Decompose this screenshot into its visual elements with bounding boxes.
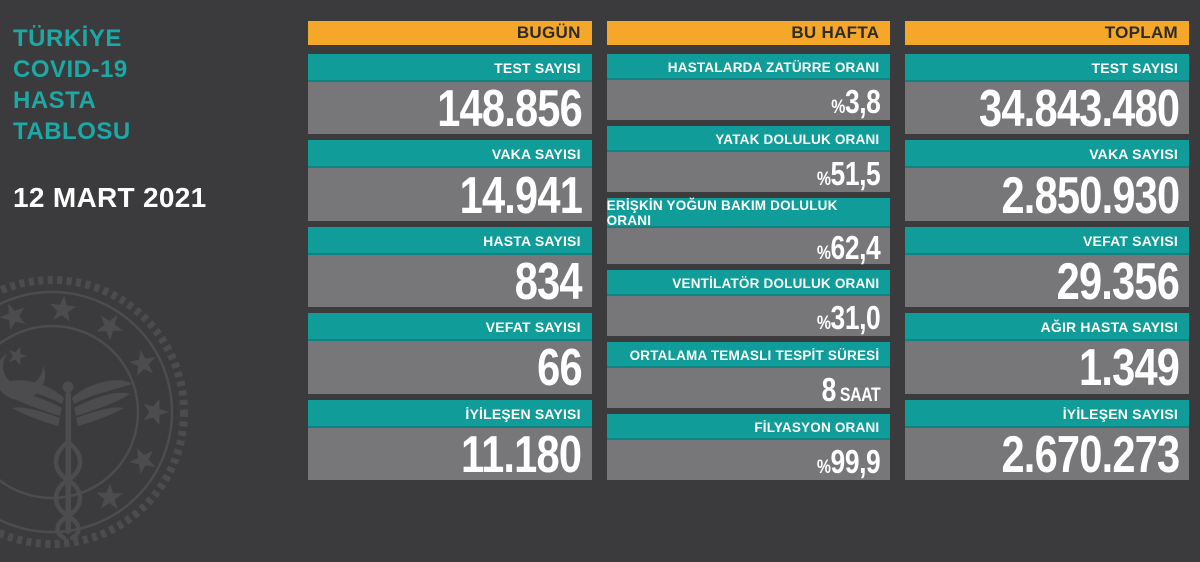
stat-value: %31,0 <box>606 296 891 336</box>
stat-row: VAKA SAYISI 2.850.930 <box>905 140 1190 225</box>
stats-column-3: TOPLAM TEST SAYISI 34.843.480 VAKA SAYIS… <box>905 21 1190 484</box>
stats-columns: BUGÜN TEST SAYISI 148.856 VAKA SAYISI 14… <box>308 21 1190 484</box>
stat-value: 66 <box>308 339 592 398</box>
stat-label: FİLYASYON ORANI <box>606 414 891 440</box>
stat-value-text: 11.180 <box>461 425 583 484</box>
page-title-line: TABLOSU <box>13 118 131 145</box>
stat-label: VENTİLATÖR DOLULUK ORANI <box>606 270 891 296</box>
column-rows: TEST SAYISI 34.843.480 VAKA SAYISI 2.850… <box>905 54 1190 484</box>
stat-row: ERİŞKİN YOĞUN BAKIM DOLULUK ORANI %62,4 <box>606 198 891 266</box>
covid-dashboard: { "page_title": "TÜRKİYE COVID-19 HASTA … <box>0 21 1190 548</box>
stat-label: VEFAT SAYISI <box>905 226 1190 255</box>
column-header: BUGÜN <box>308 21 592 45</box>
stat-label: HASTALARDA ZATÜRRE ORANI <box>606 54 891 80</box>
page-title-line: HASTA <box>13 87 97 114</box>
stat-label: VAKA SAYISI <box>308 140 592 169</box>
stat-label: AĞIR HASTA SAYISI <box>905 313 1190 342</box>
stat-label: VAKA SAYISI <box>905 140 1190 169</box>
stat-label: YATAK DOLULUK ORANI <box>606 126 891 152</box>
stat-row: TEST SAYISI 148.856 <box>308 54 592 139</box>
stat-value: 834 <box>308 253 592 312</box>
stat-row: HASTA SAYISI 834 <box>308 226 592 312</box>
stat-row: VEFAT SAYISI 29.356 <box>905 226 1190 312</box>
stat-value-text: %31,0 <box>816 298 881 336</box>
stat-row: FİLYASYON ORANI %99,9 <box>606 414 891 480</box>
stat-label: İYİLEŞEN SAYISI <box>308 399 592 428</box>
stat-value-text: 29.356 <box>1056 253 1180 312</box>
stat-label: İYİLEŞEN SAYISI <box>905 399 1190 428</box>
stat-label: TEST SAYISI <box>905 54 1190 82</box>
stat-value: %51,5 <box>606 152 891 192</box>
stat-row: VAKA SAYISI 14.941 <box>308 140 592 225</box>
stat-value: 2.850.930 <box>905 166 1190 225</box>
stat-value-text: 148.856 <box>436 80 583 139</box>
stat-value: 8 SAAT <box>606 368 891 408</box>
stat-row: İYİLEŞEN SAYISI 2.670.273 <box>905 399 1190 484</box>
stat-value-text: %3,8 <box>831 82 881 120</box>
stat-value: 14.941 <box>308 166 592 225</box>
stat-value-text: 34.843.480 <box>978 80 1180 139</box>
stat-value: 148.856 <box>308 80 592 139</box>
stat-value-text: 66 <box>536 339 582 398</box>
stat-row: VEFAT SAYISI 66 <box>308 313 592 398</box>
column-header-label: BU HAFTA <box>791 23 880 42</box>
column-header-label: TOPLAM <box>1104 23 1179 42</box>
stat-row: HASTALARDA ZATÜRRE ORANI %3,8 <box>606 54 891 120</box>
stat-row: ORTALAMA TEMASLI TESPİT SÜRESİ 8 SAAT <box>606 342 891 408</box>
report-date: 12 MART 2021 <box>13 182 207 213</box>
column-rows: HASTALARDA ZATÜRRE ORANI %3,8 YATAK DOLU… <box>606 54 891 480</box>
stats-column-2: BU HAFTA HASTALARDA ZATÜRRE ORANI %3,8 Y… <box>606 21 891 480</box>
stat-label: HASTA SAYISI <box>308 226 592 255</box>
column-header: BU HAFTA <box>606 21 891 45</box>
column-rows: TEST SAYISI 148.856 VAKA SAYISI 14.941 H… <box>308 54 592 484</box>
stat-value: 29.356 <box>905 253 1190 312</box>
page-title: TÜRKİYE COVID-19 HASTA TABLOSU <box>13 23 131 147</box>
column-header: TOPLAM <box>905 21 1190 45</box>
stat-value-text: 2.850.930 <box>1001 166 1180 225</box>
stat-value: %62,4 <box>606 228 891 266</box>
stat-value: %3,8 <box>606 80 891 120</box>
stat-value-text: 8 SAAT <box>821 370 881 408</box>
stat-label: ORTALAMA TEMASLI TESPİT SÜRESİ <box>606 342 891 368</box>
column-header-label: BUGÜN <box>516 23 581 42</box>
stat-value: %99,9 <box>606 440 891 480</box>
stat-label: ERİŞKİN YOĞUN BAKIM DOLULUK ORANI <box>606 198 891 228</box>
stat-label: VEFAT SAYISI <box>308 313 592 342</box>
stat-value-text: %51,5 <box>816 154 881 192</box>
stat-row: İYİLEŞEN SAYISI 11.180 <box>308 399 592 484</box>
stat-value-text: 2.670.273 <box>1001 425 1180 484</box>
stat-value: 11.180 <box>308 425 592 484</box>
stat-value-text: %62,4 <box>816 228 881 266</box>
stat-value: 2.670.273 <box>905 425 1190 484</box>
stat-label: TEST SAYISI <box>308 54 592 82</box>
stat-row: YATAK DOLULUK ORANI %51,5 <box>606 126 891 192</box>
stats-column-1: BUGÜN TEST SAYISI 148.856 VAKA SAYISI 14… <box>308 21 592 484</box>
stat-value-text: 834 <box>514 253 583 312</box>
stat-row: TEST SAYISI 34.843.480 <box>905 54 1190 139</box>
ministry-of-health-emblem-icon <box>0 276 188 548</box>
page-title-line: COVID-19 <box>13 56 128 83</box>
stat-row: AĞIR HASTA SAYISI 1.349 <box>905 313 1190 398</box>
page-title-line: TÜRKİYE <box>13 25 122 52</box>
stat-value-text: %99,9 <box>816 442 881 480</box>
stat-value-text: 14.941 <box>459 166 582 225</box>
stat-value: 1.349 <box>905 339 1190 398</box>
stat-value: 34.843.480 <box>905 80 1190 139</box>
stat-row: VENTİLATÖR DOLULUK ORANI %31,0 <box>606 270 891 336</box>
stat-value-text: 1.349 <box>1078 339 1180 398</box>
